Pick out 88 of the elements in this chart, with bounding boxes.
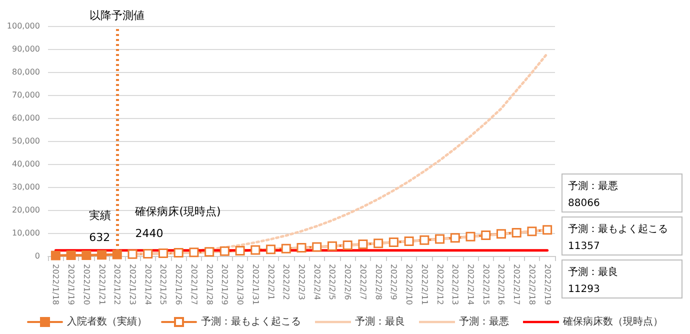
- point: [342, 240, 352, 250]
- point: [358, 240, 368, 250]
- legend-label: 予測：最もよく起こる: [201, 316, 301, 328]
- x-tick-label: 2022/2/3: [297, 264, 306, 300]
- x-tick-label: 2022/2/15: [481, 264, 490, 306]
- annotation: 実績 632: [89, 209, 112, 244]
- point: [235, 246, 245, 256]
- point: [512, 228, 522, 238]
- x-tick-label: 2022/2/7: [358, 264, 368, 300]
- y-tick-label: 100,000: [6, 22, 40, 30]
- point: [435, 234, 445, 244]
- text: 予測：最もよく起こる 11357: [568, 223, 668, 252]
- point: [420, 235, 430, 245]
- y-tick-label: 40,000: [12, 160, 40, 168]
- y-tick-label: 60,000: [12, 114, 40, 122]
- point: [527, 226, 537, 236]
- text: 予測：最良 11293: [568, 266, 618, 295]
- point: [204, 247, 214, 257]
- legend-label: 予測：最良: [355, 316, 405, 328]
- x-tick-label: 2022/2/8: [374, 264, 383, 300]
- point: [327, 241, 337, 251]
- x-tick-label: 2022/1/30: [236, 264, 245, 306]
- point: [312, 242, 322, 252]
- point: [50, 250, 60, 260]
- y-tick-label: 50,000: [12, 136, 40, 146]
- x-tick-label: 2022/2/4: [312, 264, 322, 300]
- x-tick-label: 2022/1/24: [143, 264, 152, 306]
- x-tick-label: 2022/2/12: [435, 264, 444, 306]
- y-tick-label: 10,000: [12, 228, 40, 238]
- point: [220, 246, 230, 256]
- point: [296, 242, 306, 252]
- legend-label: 入院者数（実績）: [67, 316, 147, 328]
- point: [388, 237, 398, 247]
- x-tick-label: 2022/2/6: [343, 264, 352, 300]
- x-tick-label: 2022/1/19: [66, 264, 76, 306]
- y-tick-label: 70,000: [12, 90, 40, 100]
- point: [481, 230, 491, 240]
- legend-label: 予測：最悪: [459, 316, 509, 328]
- point: [189, 248, 199, 258]
- x-tick-label: 2022/2/14: [466, 264, 475, 306]
- x-tick-label: 2022/2/9: [389, 264, 398, 300]
- x-tick-label: 2022/2/1: [266, 264, 276, 300]
- x-tick-label: 2022/1/31: [250, 264, 260, 306]
- ref-line-label: 以降予測値: [90, 9, 145, 22]
- y-tick-label: 20,000: [12, 206, 40, 214]
- point: [128, 249, 138, 259]
- point: [158, 248, 168, 258]
- annotation: 確保病床(現時点) 2440: [134, 204, 221, 240]
- point: [374, 238, 384, 248]
- x-tick-label: 2022/1/21: [97, 264, 106, 306]
- x-tick-label: 2022/2/18: [527, 264, 536, 306]
- point: [450, 233, 460, 243]
- point: [496, 229, 506, 239]
- point: [466, 232, 476, 242]
- x-tick-label: 2022/1/25: [158, 264, 168, 306]
- point: [97, 250, 107, 260]
- point: [66, 250, 76, 260]
- point: [143, 248, 153, 258]
- x-tick-label: 2022/1/26: [174, 264, 184, 306]
- y-tick-label: 30,000: [12, 182, 40, 192]
- point: [112, 250, 122, 260]
- x-tick-label: 2022/1/29: [220, 264, 230, 306]
- x-tick-label: 2022/1/28: [204, 264, 214, 306]
- x-tick-label: 2022/1/22: [112, 264, 122, 306]
- point: [281, 244, 291, 254]
- x-tick-label: 2022/2/11: [420, 264, 429, 306]
- x-tick-label: 2022/2/10: [404, 264, 414, 306]
- x-tick-label: 2022/2/5: [328, 264, 337, 300]
- point: [542, 225, 552, 235]
- x-tick-label: 2022/2/16: [496, 264, 506, 306]
- x-tick-label: 2022/2/19: [542, 264, 552, 306]
- x-tick-label: 2022/2/17: [512, 264, 522, 306]
- point: [266, 244, 276, 254]
- point: [82, 250, 92, 260]
- point: [250, 245, 260, 255]
- point: [174, 248, 184, 258]
- legend-label: 確保病床数（現時点）: [562, 316, 663, 328]
- x-tick-label: 2022/1/27: [189, 264, 198, 306]
- x-tick-label: 2022/1/18: [51, 264, 60, 306]
- x-tick-label: 2022/2/2: [282, 264, 291, 300]
- x-tick-label: 2022/2/13: [450, 264, 460, 306]
- y-tick-label: 0: [34, 252, 40, 260]
- point: [404, 236, 414, 246]
- y-tick-label: 90,000: [12, 44, 40, 54]
- x-tick-label: 2022/1/23: [128, 264, 137, 306]
- x-tick-label: 2022/1/20: [82, 264, 91, 306]
- y-tick-label: 80,000: [12, 68, 40, 76]
- text: 予測：最悪 88066: [568, 180, 618, 209]
